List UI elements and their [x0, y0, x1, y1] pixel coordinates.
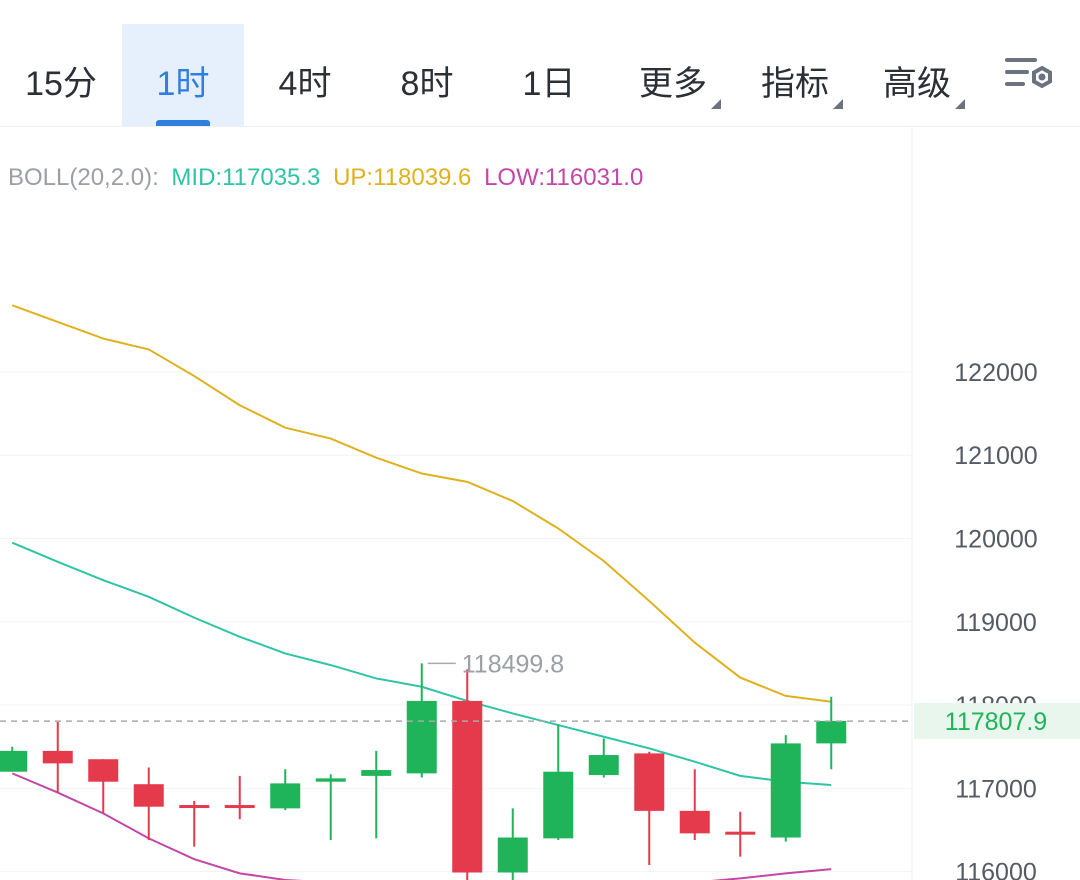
tab-1[interactable]: 1时 — [122, 24, 244, 126]
dropdown-triangle-icon — [955, 99, 965, 109]
candle-body — [497, 837, 528, 873]
dropdown-triangle-icon — [711, 99, 721, 109]
boll-mid-value: MID:117035.3 — [171, 164, 321, 191]
high-price-label: 118499.8 — [462, 650, 564, 678]
candle-body — [361, 770, 392, 776]
candle-body — [42, 750, 73, 764]
candle-body — [315, 778, 346, 782]
candle-body — [0, 750, 28, 772]
boll-legend: BOLL(20,2.0): MID:117035.3 UP:118039.6 L… — [8, 164, 643, 192]
active-tab-indicator — [156, 120, 210, 126]
current-price-label: 117807.9 — [945, 708, 1047, 736]
boll-up-value: UP:118039.6 — [333, 164, 472, 191]
candle-body — [634, 753, 665, 811]
candle-body — [133, 784, 164, 807]
candle-body — [816, 720, 847, 744]
timeframe-tabs: 15分 1时 4时 8时 1日 更多 指标 高级 — [0, 0, 1080, 127]
y-tick-label: 121000 — [954, 442, 1037, 470]
tab-label: 4时 — [278, 65, 332, 103]
tab-3[interactable]: 8时 — [366, 24, 488, 126]
tab-6[interactable]: 指标 — [734, 24, 856, 126]
candle-body — [725, 831, 756, 835]
candle-body — [224, 805, 255, 809]
y-tick-label: 116000 — [955, 859, 1037, 880]
y-tick-label: 122000 — [954, 359, 1037, 387]
tab-0[interactable]: 15分 — [0, 24, 122, 126]
y-tick-label: 120000 — [954, 525, 1037, 553]
tab-label: 8时 — [400, 65, 454, 103]
boll-up-line — [11, 304, 832, 703]
candle-body — [679, 810, 710, 834]
candle-body — [452, 700, 483, 873]
candle-body — [270, 783, 301, 809]
tab-label: 15分 — [25, 65, 97, 103]
candle-body — [179, 805, 210, 809]
boll-low-value: LOW:116031.0 — [484, 164, 644, 191]
tab-7[interactable]: 高级 — [856, 24, 978, 126]
candle-body — [88, 759, 119, 782]
tab-5[interactable]: 更多 — [612, 24, 734, 126]
candle-body — [406, 700, 437, 774]
current-price-tag — [914, 703, 1080, 740]
dropdown-triangle-icon — [833, 99, 843, 109]
boll-indicator-name: BOLL(20,2.0): — [8, 164, 159, 191]
candle-body — [543, 771, 574, 839]
candle-body — [770, 743, 801, 838]
tab-label: 高级 — [883, 56, 965, 109]
y-tick-label: 119000 — [955, 609, 1037, 637]
tab-label: 1日 — [522, 65, 576, 103]
candlestick-chart[interactable]: 1220001210001200001190001180001170001160… — [0, 127, 1080, 880]
tab-label: 1时 — [156, 65, 210, 103]
tab-2[interactable]: 4时 — [244, 24, 366, 126]
candle-body — [588, 755, 619, 776]
tab-label: 指标 — [761, 56, 843, 109]
chart-settings-icon[interactable] — [1000, 50, 1060, 100]
tab-label: 更多 — [639, 56, 721, 109]
y-tick-label: 117000 — [955, 775, 1037, 803]
tab-4[interactable]: 1日 — [488, 24, 610, 126]
settings-icon-graphic — [1005, 58, 1052, 89]
